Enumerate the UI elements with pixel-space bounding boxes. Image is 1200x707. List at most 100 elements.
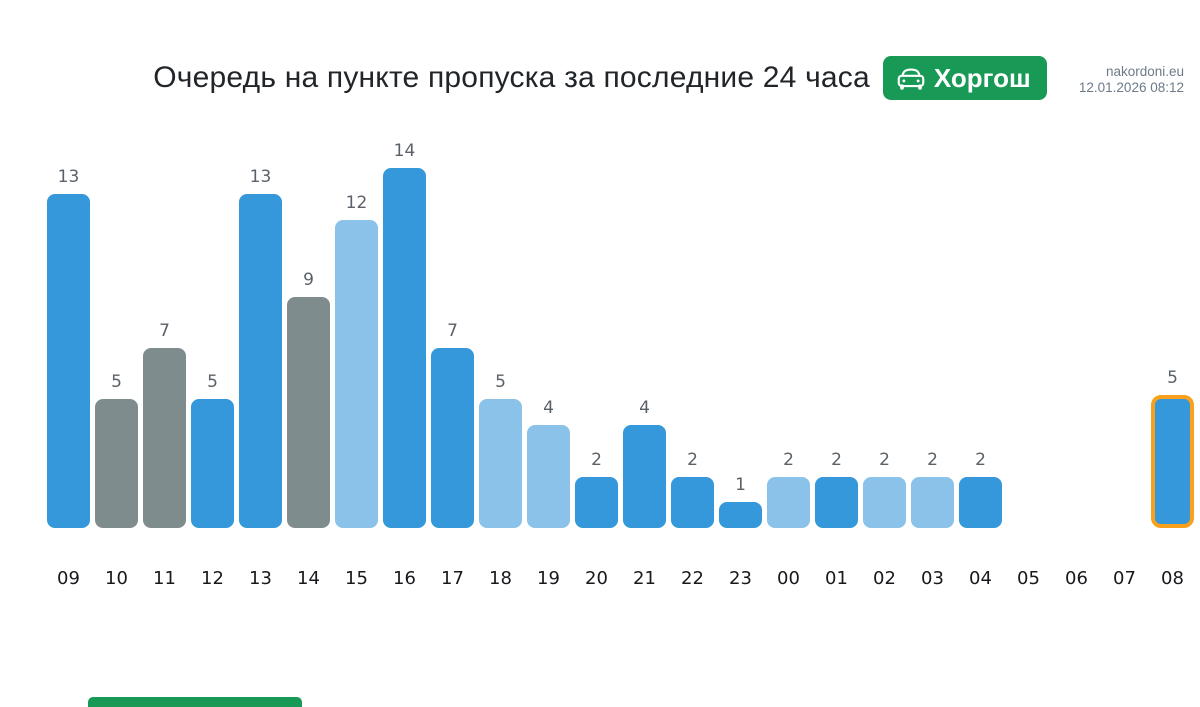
- bar-value-label: 5: [111, 372, 122, 392]
- x-axis-label: 14: [297, 568, 320, 589]
- x-axis-label: 05: [1017, 568, 1040, 589]
- timestamp: 12.01.2026 08:12: [1078, 80, 1184, 95]
- bar-area: [1055, 143, 1098, 528]
- bar-area: 9: [287, 143, 330, 528]
- chart-column: 2 03: [911, 143, 954, 588]
- bar-value-label: 4: [639, 398, 650, 418]
- chart-bar[interactable]: [623, 425, 666, 528]
- chart-column: 2 00: [767, 143, 810, 588]
- chart-column: 7 17: [431, 143, 474, 588]
- x-axis-label: 20: [585, 568, 608, 589]
- checkpoint-badge[interactable]: Хоргош: [882, 56, 1047, 100]
- chart-bar[interactable]: [671, 477, 714, 528]
- bar-value-label: 7: [159, 321, 170, 341]
- bar-value-label: 2: [879, 450, 890, 470]
- x-axis-label: 15: [345, 568, 368, 589]
- chart-column: 4 21: [623, 143, 666, 588]
- bar-area: 2: [815, 143, 858, 528]
- bar-value-label: 1: [735, 475, 746, 495]
- chart-column: 9 14: [287, 143, 330, 588]
- chart-bar[interactable]: [479, 399, 522, 528]
- bar-area: 5: [191, 143, 234, 528]
- bar-area: 14: [383, 143, 426, 528]
- chart-bar[interactable]: [1151, 395, 1194, 528]
- chart-column: 2 22: [671, 143, 714, 588]
- x-axis-label: 02: [873, 568, 896, 589]
- chart-bar[interactable]: [191, 399, 234, 528]
- bar-value-label: 5: [495, 372, 506, 392]
- chart-bar[interactable]: [335, 220, 378, 528]
- chart-column: 2 04: [959, 143, 1002, 588]
- x-axis-label: 23: [729, 568, 752, 589]
- x-axis-label: 11: [153, 568, 176, 589]
- x-axis-label: 21: [633, 568, 656, 589]
- bar-area: 7: [431, 143, 474, 528]
- chart-column: 12 15: [335, 143, 378, 588]
- chart-column: 2 01: [815, 143, 858, 588]
- bar-area: 13: [47, 143, 90, 528]
- chart-bar[interactable]: [575, 477, 618, 528]
- bar-value-label: 13: [57, 167, 80, 187]
- bar-value-label: 12: [345, 193, 368, 213]
- chart-column: 5 12: [191, 143, 234, 588]
- x-axis-label: 10: [105, 568, 128, 589]
- bar-value-label: 2: [687, 450, 698, 470]
- bar-area: 2: [767, 143, 810, 528]
- title-row: Очередь на пункте пропуска за последние …: [0, 56, 1200, 100]
- chart-column: 5 10: [95, 143, 138, 588]
- queue-bar-chart: 13 09 5 10 7 11 5 12 13 13 9 14 12 15 14 16 7 17 5 18 4 19 2 20…: [0, 143, 1200, 588]
- chart-column: 1 23: [719, 143, 762, 588]
- chart-bar[interactable]: [863, 477, 906, 528]
- chart-bar[interactable]: [287, 297, 330, 528]
- chart-bar[interactable]: [527, 425, 570, 528]
- bar-value-label: 7: [447, 321, 458, 341]
- bar-area: 5: [1151, 143, 1194, 528]
- x-axis-label: 01: [825, 568, 848, 589]
- page-meta: nakordoni.eu 12.01.2026 08:12: [1079, 64, 1184, 96]
- chart-column: 2 02: [863, 143, 906, 588]
- bar-value-label: 14: [393, 141, 416, 161]
- x-axis-label: 04: [969, 568, 992, 589]
- bar-area: 13: [239, 143, 282, 528]
- bar-area: 4: [623, 143, 666, 528]
- chart-bar[interactable]: [719, 502, 762, 528]
- chart-bar[interactable]: [383, 168, 426, 528]
- chart-bar[interactable]: [239, 194, 282, 528]
- bar-value-label: 2: [831, 450, 842, 470]
- x-axis-label: 17: [441, 568, 464, 589]
- chart-column: 4 19: [527, 143, 570, 588]
- bar-value-label: 4: [543, 398, 554, 418]
- chart-bar[interactable]: [143, 348, 186, 528]
- chart-bar[interactable]: [47, 194, 90, 528]
- bar-value-label: 5: [207, 372, 218, 392]
- chart-bar[interactable]: [95, 399, 138, 528]
- chart-bar[interactable]: [431, 348, 474, 528]
- chart-bar[interactable]: [959, 477, 1002, 528]
- bar-area: 2: [959, 143, 1002, 528]
- x-axis-label: 06: [1065, 568, 1088, 589]
- footer-accent-bar: [88, 697, 302, 707]
- x-axis-label: 03: [921, 568, 944, 589]
- bar-value-label: 2: [975, 450, 986, 470]
- checkpoint-badge-label: Хоргош: [933, 62, 1031, 93]
- bar-value-label: 13: [249, 167, 272, 187]
- x-axis-label: 09: [57, 568, 80, 589]
- chart-bar[interactable]: [767, 477, 810, 528]
- bar-area: [1103, 143, 1146, 528]
- bar-area: 7: [143, 143, 186, 528]
- chart-column: 06: [1055, 143, 1098, 588]
- x-axis-label: 18: [489, 568, 512, 589]
- car-front-icon: [896, 63, 926, 93]
- site-link[interactable]: nakordoni.eu: [1105, 64, 1184, 79]
- bar-area: 1: [719, 143, 762, 528]
- chart-bar[interactable]: [815, 477, 858, 528]
- x-axis-label: 22: [681, 568, 704, 589]
- x-axis-label: 19: [537, 568, 560, 589]
- x-axis-label: 12: [201, 568, 224, 589]
- bar-value-label: 5: [1167, 368, 1178, 388]
- bar-area: 5: [479, 143, 522, 528]
- chart-bar[interactable]: [911, 477, 954, 528]
- chart-column: 05: [1007, 143, 1050, 588]
- chart-column: 5 18: [479, 143, 522, 588]
- x-axis-label: 08: [1161, 568, 1184, 589]
